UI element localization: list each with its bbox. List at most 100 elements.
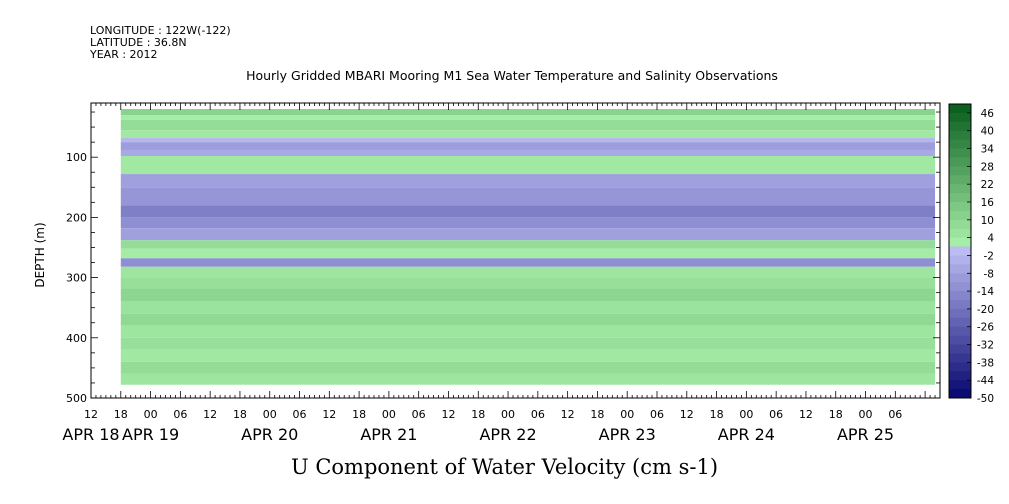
heatmap-band (120, 174, 936, 188)
x-hour-tick-label: 18 (710, 408, 724, 421)
heatmap-band (120, 155, 936, 175)
axes: 12 18 00 06 12 18 00 06 12 18 00 06 12 18 00 06 12 18 00 06… (62, 102, 941, 444)
colorbar-swatch (949, 282, 971, 292)
colorbar-swatch (949, 237, 971, 247)
x-date-label: APR 22 (479, 425, 536, 444)
colorbar-swatch (949, 175, 971, 185)
colorbar-label: 22 (981, 179, 994, 191)
colorbar-swatch (949, 228, 971, 239)
x-hour-tick-label: 06 (412, 408, 426, 421)
colorbar-swatch (949, 371, 971, 381)
colorbar-label: -8 (984, 268, 994, 280)
colorbar-swatch (949, 255, 971, 265)
plot-frame (90, 102, 941, 399)
colorbar-swatch (949, 389, 971, 399)
x-hour-tick-label: 00 (859, 408, 873, 421)
x-hour-tick-label: 18 (352, 408, 366, 421)
colorbar-swatch (949, 335, 971, 345)
x-hour-tick-label: 18 (233, 408, 247, 421)
heatmap-band (120, 266, 936, 278)
x-hour-tick-label: 12 (322, 408, 336, 421)
heatmap-band (120, 313, 936, 326)
heatmap-band (120, 373, 936, 385)
x-hour-tick-label: 12 (680, 408, 694, 421)
heatmap-band (120, 130, 936, 138)
colorbar-swatch (949, 380, 971, 390)
x-hour-tick-label: 00 (382, 408, 396, 421)
colorbar-swatch (949, 130, 971, 141)
x-hour-tick-label: 00 (144, 408, 158, 421)
x-hour-tick-label: 00 (263, 408, 277, 421)
x-date-label: APR 23 (599, 425, 656, 444)
colorbar-swatch (949, 184, 971, 194)
heatmap-band (120, 361, 936, 374)
heatmap-band (120, 301, 936, 314)
colorbar-label: -14 (977, 286, 994, 298)
colorbar-swatch (949, 202, 971, 212)
colorbar-swatch (949, 112, 971, 123)
colorbar-swatch (949, 139, 971, 149)
y-tick-label: 500 (66, 392, 87, 405)
colorbar-label: 46 (981, 108, 995, 120)
heatmap-band (120, 337, 936, 350)
x-hour-tick-label: 06 (650, 408, 664, 421)
x-hour-tick-label: 06 (888, 408, 902, 421)
x-hour-tick-label: 18 (114, 408, 128, 421)
colorbar-swatch (949, 291, 971, 301)
x-hour-tick-label: 18 (471, 408, 485, 421)
chart-title: Hourly Gridded MBARI Mooring M1 Sea Wate… (246, 68, 778, 83)
heatmap-band (120, 228, 936, 241)
x-hour-tick-label: 12 (441, 408, 455, 421)
heatmap-band (120, 137, 936, 143)
x-hour-tick-label: 00 (739, 408, 753, 421)
heatmap-band (120, 115, 936, 120)
heatmap-layer (120, 109, 936, 385)
heatmap-band (120, 277, 936, 289)
heatmap-band (120, 149, 936, 156)
heatmap-band (120, 119, 936, 131)
x-hour-tick-label: 06 (173, 408, 187, 421)
colorbar-swatch (949, 157, 971, 167)
y-tick-label: 400 (66, 332, 87, 345)
heatmap-band (120, 325, 936, 338)
colorbar-swatch (949, 362, 971, 372)
y-tick-label: 100 (66, 151, 87, 164)
heatmap-band (120, 349, 936, 362)
x-hour-tick-label: 00 (501, 408, 515, 421)
x-hour-tick-label: 06 (531, 408, 545, 421)
colorbar-label: -38 (977, 357, 994, 369)
colorbar-swatch (949, 317, 971, 328)
colorbar-swatch (949, 121, 971, 132)
colorbar-label: 40 (981, 126, 994, 138)
x-hour-tick-label: 18 (590, 408, 604, 421)
x-date-label: APR 20 (241, 425, 298, 444)
x-hour-tick-label: 12 (799, 408, 813, 421)
colorbar-swatch (949, 353, 971, 363)
x-hour-tick-label: 18 (829, 408, 843, 421)
colorbar-swatch (949, 344, 971, 354)
x-hour-tick-label: 06 (769, 408, 783, 421)
longitude-label: LONGITUDE : 122W(-122) (90, 24, 231, 37)
colorbar-swatch (949, 148, 971, 158)
latitude-label: LATITUDE : 36.8N (90, 36, 187, 49)
colorbar-label: 34 (981, 144, 995, 156)
colorbar-label: -50 (977, 393, 994, 405)
colorbar-label: 16 (981, 197, 995, 209)
heatmap-band (120, 187, 936, 206)
colorbar-swatch (949, 246, 971, 256)
x-date-label: APR 24 (718, 425, 775, 444)
x-hour-tick-label: 06 (293, 408, 307, 421)
colorbar-label: -2 (984, 250, 994, 262)
x-hour-tick-label: 12 (561, 408, 575, 421)
colorbar-swatch (949, 104, 971, 114)
heatmap-band (120, 248, 936, 259)
colorbar-swatch (949, 273, 971, 283)
colorbar-label: 10 (981, 215, 994, 227)
colorbar: 46 40 34 28 22 16 10 4 -2 -8 -14 -20 -26 -32 -38 -44 -50 (948, 103, 995, 405)
colorbar-swatch (949, 166, 971, 176)
heatmap-band (120, 142, 936, 150)
colorbar-swatch (949, 219, 971, 230)
heatmap-band (120, 205, 936, 218)
colorbar-swatch (949, 308, 971, 319)
x-hour-tick-label: 00 (620, 408, 634, 421)
